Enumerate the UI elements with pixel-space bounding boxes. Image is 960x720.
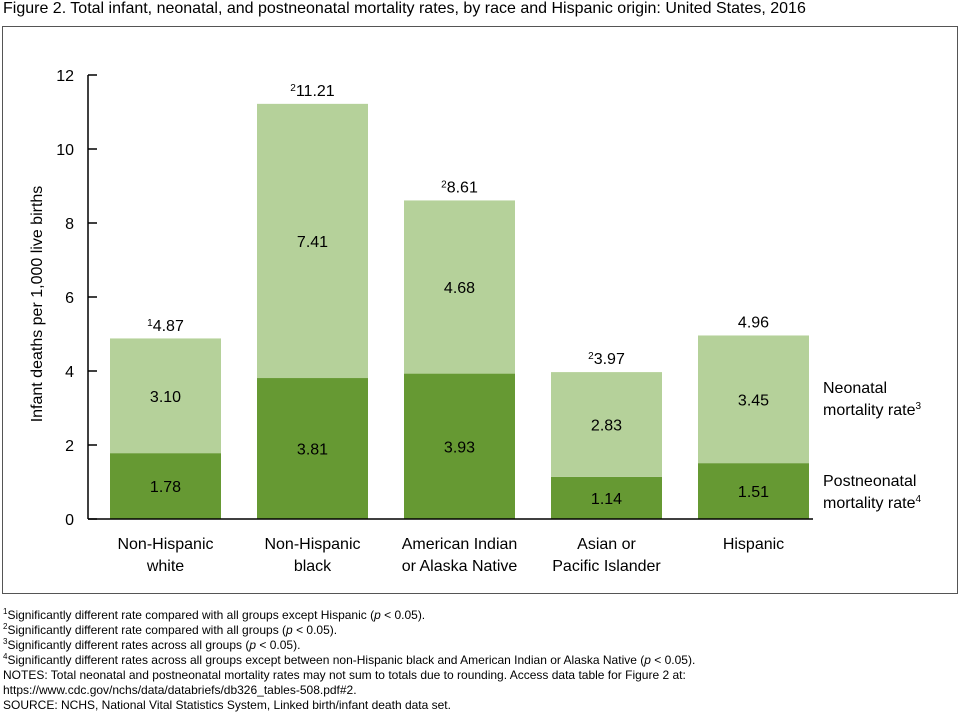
notes-text: NOTES: Total neonatal and postneonatal m…	[3, 668, 686, 682]
footnote-2: 2Significantly different rate compared w…	[3, 622, 338, 638]
bar-total-label: 14.87	[147, 318, 184, 335]
x-category-label: Hispanic	[723, 536, 784, 553]
bar-value-label: 3.93	[444, 439, 475, 456]
bar-value-label: 7.41	[297, 234, 328, 251]
bar-segment	[404, 200, 515, 374]
y-tick-label: 12	[56, 68, 74, 85]
bar-value-label: 2.83	[591, 417, 622, 434]
bar-segment	[257, 103, 368, 379]
x-category-label: Non-Hispanic white	[117, 536, 213, 575]
y-tick-label: 8	[65, 216, 74, 233]
bar-value-label: 1.51	[738, 484, 769, 501]
bar-value-label: 3.10	[150, 389, 181, 406]
bar-segment	[110, 453, 221, 519]
source-text: SOURCE: NCHS, National Vital Statistics …	[3, 698, 451, 712]
bar-total-label: 28.61	[441, 179, 478, 196]
bar-value-label: 4.68	[444, 280, 475, 297]
footnote-4: 4Significantly different rates across al…	[3, 652, 696, 668]
bar-value-label: 1.78	[150, 479, 181, 496]
y-tick-label: 10	[56, 142, 74, 159]
y-tick-label: 4	[65, 364, 74, 381]
footnotes: 1Significantly different rate compared w…	[3, 608, 695, 713]
bar-value-label: 1.14	[591, 491, 622, 508]
bar-total-label: 23.97	[588, 351, 625, 368]
figure-title: Figure 2. Total infant, neonatal, and po…	[3, 0, 806, 17]
bar-segment	[698, 463, 809, 519]
bar-segment	[257, 378, 368, 519]
stacked-bar-chart: Infant deaths per 1,000 live births 0 2 4 6…	[29, 68, 921, 575]
y-tick-label: 0	[65, 512, 74, 529]
bar-total-label: 4.96	[738, 314, 769, 331]
chart-frame: Infant deaths per 1,000 live births 0 2 4 6…	[2, 26, 958, 594]
footnote-1: 1Significantly different rate compared w…	[3, 607, 426, 623]
bar-value-label: 3.81	[297, 442, 328, 459]
legend-neonatal: Neonatal mortality rate3	[823, 380, 921, 419]
bar-segment	[551, 476, 662, 519]
y-axis-label: Infant deaths per 1,000 live births	[29, 186, 46, 423]
legend-postneonatal: Postneonatal mortality rate4	[823, 473, 921, 512]
footnote-3: 3Significantly different rates across al…	[3, 637, 301, 653]
bar-segment	[404, 373, 515, 519]
bar-segment	[698, 335, 809, 464]
notes-url: https://www.cdc.gov/nchs/data/databriefs…	[3, 683, 357, 697]
bar-total-label: 211.21	[290, 83, 335, 100]
y-tick-label: 2	[65, 438, 74, 455]
x-category-label: Non-Hispanic black	[264, 536, 360, 575]
x-category-label: Asian or Pacific Islander	[552, 536, 661, 575]
bar-segment	[551, 372, 662, 477]
y-tick-label: 6	[65, 290, 74, 307]
bar-value-label: 3.45	[738, 392, 769, 409]
bar-segment	[110, 338, 221, 454]
x-category-label: American Indian or Alaska Native	[402, 536, 518, 575]
